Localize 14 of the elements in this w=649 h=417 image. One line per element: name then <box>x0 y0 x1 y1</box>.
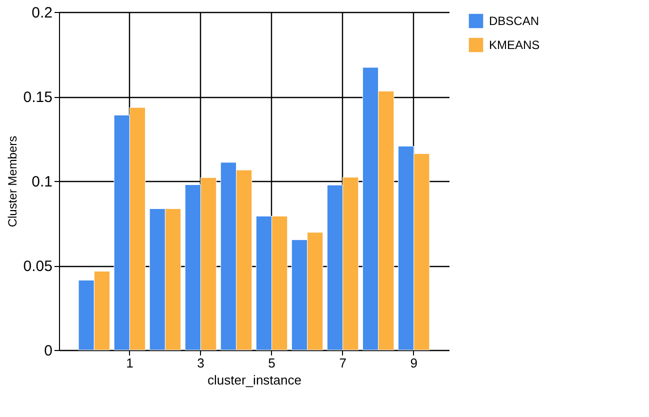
y-tick-label: 0.05 <box>23 258 52 275</box>
x-tick-label: 1 <box>126 356 134 370</box>
legend-label: DBSCAN <box>489 14 540 28</box>
y-tick-label: 0.15 <box>23 89 52 106</box>
y-tick-label: 0.2 <box>32 4 52 22</box>
legend-label: KMEANS <box>489 38 540 52</box>
x-tick-label: 5 <box>268 356 276 370</box>
y-axis-title: Cluster Members <box>5 136 20 228</box>
y-tick-label: 0.1 <box>32 174 52 190</box>
x-tick-label: 9 <box>410 356 418 370</box>
x-axis-title: cluster_instance <box>208 372 302 388</box>
x-tick-label: 7 <box>339 356 346 370</box>
y-tick-label: 0 <box>44 342 52 360</box>
x-tick-label: 3 <box>197 356 204 370</box>
